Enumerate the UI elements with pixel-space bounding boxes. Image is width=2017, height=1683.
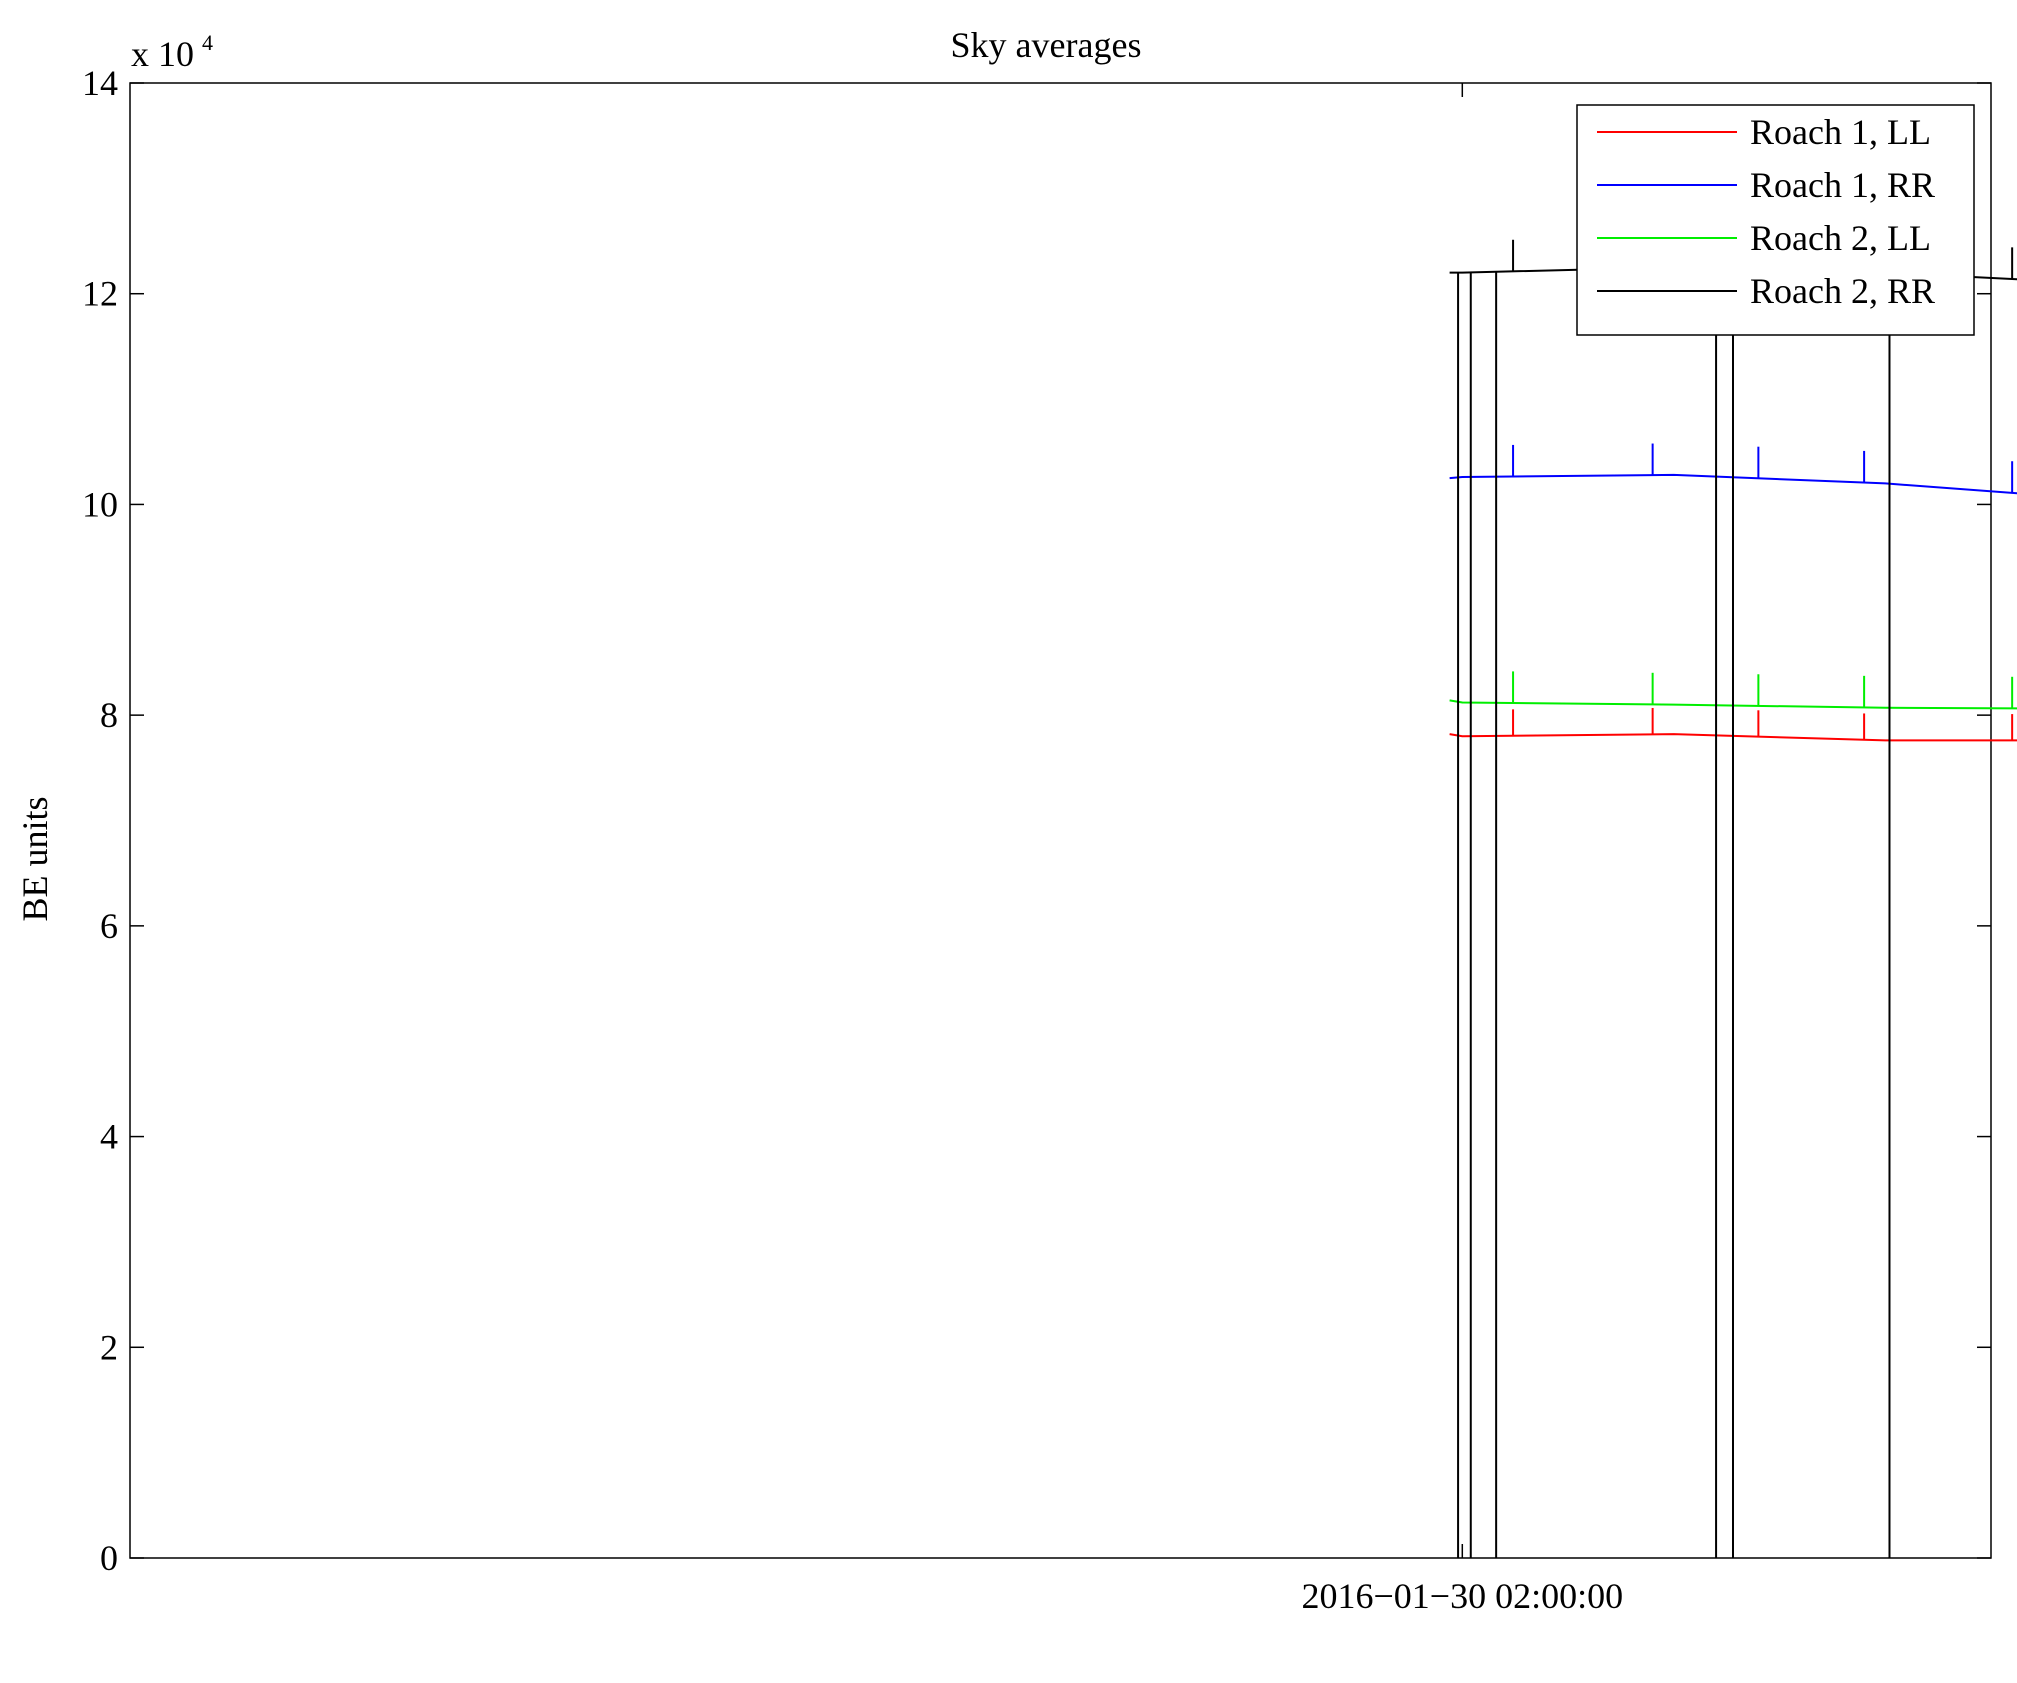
series-1 bbox=[1449, 707, 2017, 742]
axes-box bbox=[129, 82, 1992, 1559]
series-line bbox=[1449, 699, 2017, 710]
y-tick-label: 8 bbox=[100, 695, 118, 735]
legend-label: Roach 2, LL bbox=[1750, 218, 1931, 258]
y-multiplier-base: x 10 bbox=[131, 34, 194, 74]
legend-label: Roach 1, RR bbox=[1750, 165, 1935, 205]
legend-label: Roach 2, RR bbox=[1750, 271, 1935, 311]
y-tick-label: 12 bbox=[82, 274, 118, 314]
y-tick-label: 10 bbox=[82, 484, 118, 524]
y-multiplier: x 10 4 bbox=[131, 30, 213, 74]
y-multiplier-exponent: 4 bbox=[202, 30, 213, 55]
y-tick-label: 0 bbox=[100, 1538, 118, 1578]
legend: Roach 1, LL Roach 1, RR Roach 2, LL Roach 2… bbox=[1576, 104, 1975, 336]
series-line bbox=[1449, 473, 2017, 495]
series-2 bbox=[1449, 443, 2017, 495]
legend-box bbox=[1576, 104, 1975, 336]
plot-area bbox=[129, 82, 1992, 1559]
y-axis-label: BE units bbox=[15, 796, 55, 921]
chart-title: Sky averages bbox=[951, 25, 1142, 65]
series-line bbox=[1449, 733, 2017, 742]
y-tick-label: 4 bbox=[100, 1117, 118, 1157]
y-tick-label: 2 bbox=[100, 1327, 118, 1367]
legend-label: Roach 1, LL bbox=[1750, 112, 1931, 152]
y-tick-label: 6 bbox=[100, 906, 118, 946]
y-tick-label: 14 bbox=[82, 63, 118, 103]
series-3 bbox=[1449, 671, 2017, 710]
x-tick-label: 2016−01−30 02:00:00 bbox=[1302, 1576, 1624, 1616]
